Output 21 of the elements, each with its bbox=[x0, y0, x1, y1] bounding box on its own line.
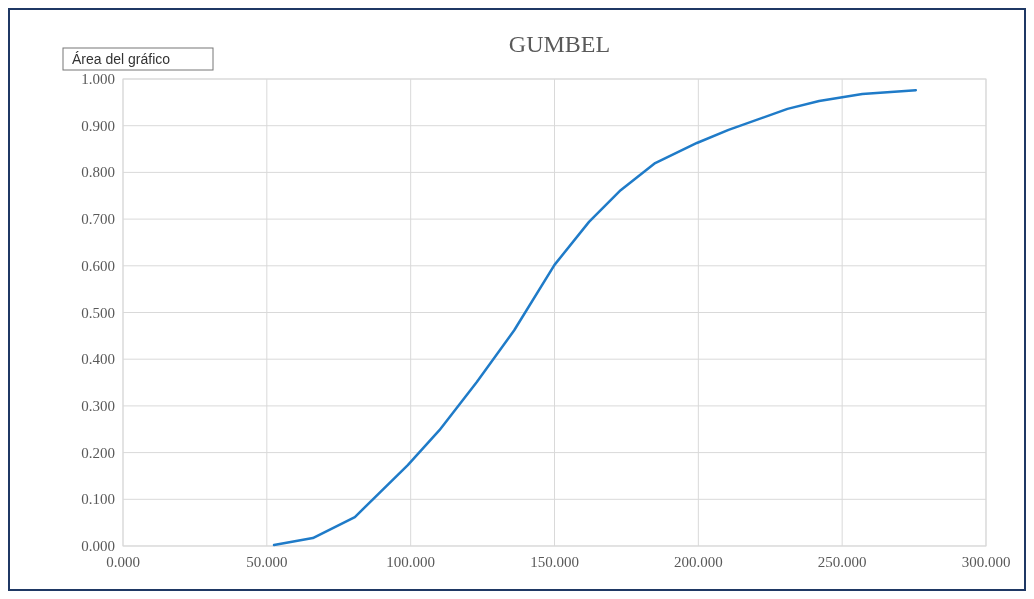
text: Área del gráfico bbox=[72, 51, 171, 67]
y-tick-label: 1.000 bbox=[81, 71, 115, 87]
y-tick-label: 0.500 bbox=[81, 304, 115, 321]
y-tick-label: 0.800 bbox=[81, 164, 115, 181]
y-tick-label: 0.000 bbox=[81, 538, 115, 554]
x-tick-label: 200.000 bbox=[673, 554, 723, 570]
y-tick-label: 0.300 bbox=[81, 397, 115, 414]
y-tick-label: 0.700 bbox=[81, 211, 115, 228]
x-tick-label: 250.000 bbox=[817, 554, 867, 570]
y-tick-label: 0.600 bbox=[81, 257, 115, 274]
y-tick-label: 0.900 bbox=[81, 117, 115, 134]
x-tick-label: 0.000 bbox=[106, 554, 140, 570]
line-series bbox=[272, 88, 918, 547]
x-tick-label: 50.000 bbox=[246, 554, 288, 570]
x-tick-label: 100.000 bbox=[386, 554, 436, 570]
chart-title: GUMBEL bbox=[508, 31, 611, 57]
y-tick-label: 0.100 bbox=[81, 491, 115, 508]
y-tick-label: 0.200 bbox=[81, 444, 115, 461]
x-tick-label: 150.000 bbox=[530, 554, 579, 570]
y-tick-label: 0.400 bbox=[81, 351, 115, 368]
x-tick-label: 300.000 bbox=[961, 554, 1011, 570]
